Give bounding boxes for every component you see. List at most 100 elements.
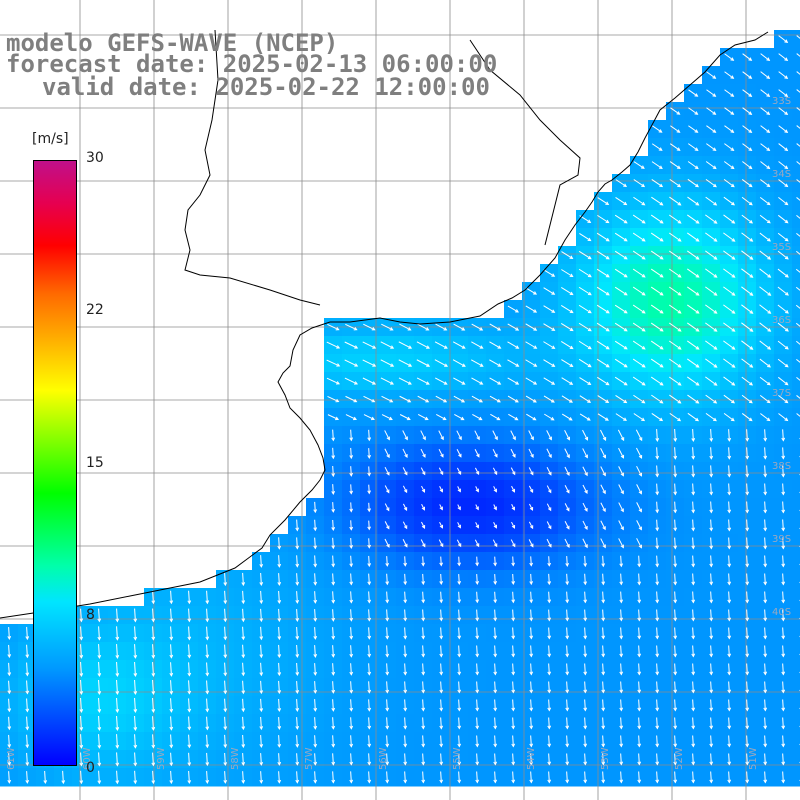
wind-arrow <box>692 519 694 531</box>
wind-arrow <box>617 429 625 441</box>
wind-arrow <box>530 663 532 675</box>
wind-arrow <box>656 699 658 711</box>
wind-arrow <box>723 376 735 386</box>
wind-arrow-head <box>766 147 771 152</box>
wind-arrow <box>746 771 748 783</box>
wind-arrow-head <box>763 725 768 730</box>
wind-arrow-head <box>457 671 462 676</box>
wind-arrow-head <box>641 183 646 188</box>
wind-arrow <box>224 698 226 712</box>
wind-arrow <box>434 377 448 385</box>
wind-arrow <box>242 662 244 676</box>
wind-arrow <box>764 573 766 585</box>
wind-arrow <box>116 626 118 640</box>
wind-arrow <box>98 626 100 640</box>
wind-arrow-head <box>712 93 717 97</box>
wind-arrow-head <box>43 780 48 785</box>
wind-arrow-head <box>533 309 538 313</box>
wind-arrow <box>692 591 694 603</box>
wind-arrow <box>528 485 534 493</box>
colorbar-tick-30: 30 <box>86 150 104 166</box>
wind-arrow-head <box>115 762 120 767</box>
wind-arrow <box>651 394 663 404</box>
wind-arrow-head <box>460 416 465 421</box>
wind-arrow <box>650 304 664 314</box>
wind-arrow <box>489 359 501 367</box>
wind-arrow <box>260 662 262 676</box>
wind-arrow-head <box>79 762 84 767</box>
wind-arrow <box>402 521 408 529</box>
wind-arrow <box>80 770 82 784</box>
wind-arrow <box>746 501 748 513</box>
wind-arrow <box>582 502 588 512</box>
wind-arrow-head <box>493 471 498 476</box>
wind-arrow-head <box>169 780 174 785</box>
wind-arrow <box>620 573 622 585</box>
wind-arrow-head <box>637 707 642 712</box>
wind-arrow-head <box>547 707 552 712</box>
wind-arrow-head <box>259 636 264 641</box>
wind-arrow-head <box>677 292 682 296</box>
wind-arrow <box>494 735 496 747</box>
wind-arrow-head <box>637 563 642 568</box>
wind-arrow-head <box>97 618 102 623</box>
wind-arrow-head <box>637 743 642 748</box>
wind-arrow <box>26 662 28 676</box>
wind-arrow-head <box>565 635 570 640</box>
wind-arrow-head <box>7 779 12 784</box>
wind-arrow-head <box>336 345 341 349</box>
wind-arrow-head <box>169 726 174 731</box>
wind-arrow <box>98 679 100 695</box>
wind-arrow-head <box>475 635 480 640</box>
wind-arrow-head <box>712 129 717 133</box>
wind-arrow-head <box>331 689 336 694</box>
wind-arrow-head <box>241 726 246 731</box>
wind-arrow <box>296 753 298 765</box>
wind-arrow-head <box>727 527 732 532</box>
wind-arrow-head <box>25 672 30 677</box>
wind-arrow <box>741 214 753 224</box>
wind-arrow-head <box>569 363 574 368</box>
wind-arrow <box>296 699 298 711</box>
wind-arrow <box>596 304 610 314</box>
wind-arrow <box>692 537 694 549</box>
wind-arrow-head <box>547 562 552 567</box>
wind-arrow-head <box>784 345 789 350</box>
wind-arrow-head <box>205 600 210 605</box>
wind-arrow-head <box>476 453 480 458</box>
wind-arrow-head <box>313 725 318 730</box>
wind-arrow-head <box>349 635 354 640</box>
wind-arrow-head <box>659 346 664 350</box>
wind-arrow <box>402 448 408 458</box>
wind-arrow <box>650 268 664 278</box>
wind-arrow <box>584 645 586 657</box>
wind-arrow-head <box>403 707 408 712</box>
wind-arrow <box>314 699 316 711</box>
wind-arrow <box>728 591 730 603</box>
wind-arrow <box>764 717 766 729</box>
wind-arrow <box>260 735 262 747</box>
wind-arrow-head <box>367 653 372 658</box>
wind-arrow-head <box>601 671 606 676</box>
wind-arrow-head <box>223 690 228 695</box>
wind-arrow-head <box>313 563 318 568</box>
wind-cell <box>792 354 800 373</box>
wind-arrow <box>620 591 622 603</box>
wind-arrow-head <box>530 471 534 476</box>
wind-arrow <box>638 663 640 675</box>
wind-arrow <box>652 125 662 133</box>
wind-arrow <box>615 179 627 187</box>
wind-arrow-head <box>547 653 552 658</box>
wind-arrow-head <box>277 743 282 748</box>
longitude-label: 54W <box>526 747 537 770</box>
wind-arrow-head <box>605 399 610 404</box>
wind-arrow-head <box>658 147 663 151</box>
wind-arrow-head <box>709 437 714 442</box>
wind-arrow <box>656 501 658 513</box>
wind-arrow <box>152 644 154 658</box>
wind-arrow-head <box>408 345 413 349</box>
wind-arrow-head <box>784 399 789 404</box>
wind-arrow <box>564 466 570 476</box>
wind-arrow <box>632 214 646 224</box>
wind-arrow <box>669 178 681 188</box>
